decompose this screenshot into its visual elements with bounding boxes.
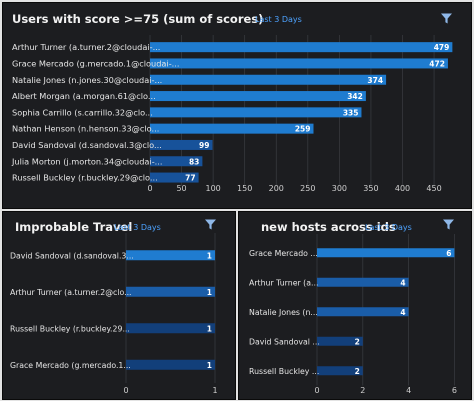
bar[interactable] [150,74,387,85]
data-label: 472 [429,59,445,68]
bar[interactable] [317,307,409,317]
category-label: Grace Mercado ... [249,249,318,258]
category-label: Albert Morgan (a.morgan.61@clo... [12,91,156,101]
x-tick-label: 4 [406,386,411,395]
x-tick-label: 0 [314,386,319,395]
bar[interactable] [150,107,362,118]
x-tick-label: 6 [452,386,457,395]
data-label: 1 [207,324,212,333]
data-label: 1 [207,361,212,370]
filter-icon[interactable] [204,216,217,235]
x-tick-label: 250 [300,184,315,193]
category-label: David Sandoval ... [249,337,320,346]
data-label: 99 [199,141,209,150]
panel-subtitle: Last 3 Days [255,15,302,24]
data-label: 335 [343,108,359,117]
bar[interactable] [317,277,409,287]
panel-users-score: Users with score >=75 (sum of scores) La… [2,2,472,209]
data-label: 4 [400,278,405,287]
bar[interactable] [126,250,215,261]
data-label: 1 [207,251,212,260]
category-label: Arthur Turner (a.turner.2@clo... [10,288,132,297]
panel-subtitle: Last 3 Days [114,223,161,232]
bar[interactable] [150,91,366,102]
category-label: Grace Mercado (g.mercado.1@cloudai-... [12,58,179,68]
bar[interactable] [150,123,314,134]
bar[interactable] [150,139,213,150]
x-tick-label: 0 [147,184,152,193]
bar[interactable] [150,58,448,69]
new-hosts-chart: 0 2 4 6 Grace Mercado ... 6 Arthur Turner (a..… [249,234,457,395]
x-tick-label: 300 [332,184,347,193]
data-label: 374 [367,76,383,85]
category-label: Julia Morton (j.morton.34@cloudai-... [11,156,163,166]
data-label: 2 [355,367,360,376]
bar[interactable] [150,172,199,183]
x-tick-label: 450 [426,184,441,193]
x-tick-label: 350 [363,184,378,193]
category-label: Russell Buckley ... [249,367,319,376]
category-label: David Sandoval (d.sandoval.3@clo... [12,140,162,150]
data-label: 83 [189,157,199,166]
category-label: David Sandoval (d.sandoval.3... [10,251,134,260]
data-label: 2 [355,337,360,346]
data-label: 77 [185,174,195,183]
panel-title: Improbable Travel [15,220,133,234]
category-label: Russell Buckley (r.buckley.29@clo... [12,173,158,183]
x-tick-label: 100 [205,184,220,193]
panel-subtitle: Last 3 Days [365,223,412,232]
filter-icon[interactable] [440,10,453,29]
panel-title: new hosts across ids [261,220,396,234]
x-tick-label: 0 [123,386,128,395]
x-tick-label: 50 [176,184,186,193]
improbable-travel-chart: 0 1 David Sandoval (d.sandoval.3... 1 Arthur… [10,233,218,395]
filter-icon[interactable] [442,216,455,235]
category-label: Natalie Jones (n.jones.30@cloudai-... [12,75,162,85]
data-label: 342 [347,92,363,101]
users-score-chart: 0 50 100 150 200 250 300 350 400 450 Arthur Turner… [11,35,453,193]
bar[interactable] [317,336,363,346]
category-label: Sophia Carrillo (s.carrillo.32@clo... [12,107,153,117]
category-label: Grace Mercado (g.mercado.1... [10,361,131,370]
x-tick-label: 150 [237,184,252,193]
x-tick-label: 200 [269,184,284,193]
bar[interactable] [150,42,453,53]
x-tick-label: 2 [360,386,365,395]
bar[interactable] [126,286,215,297]
category-label: Russell Buckley (r.buckley.29... [10,324,130,333]
category-label: Arthur Turner (a.turner.2@cloudai-... [12,42,160,52]
data-label: 4 [400,308,405,317]
bar[interactable] [126,323,215,334]
data-label: 1 [207,288,212,297]
bar[interactable] [150,156,203,167]
panel-new-hosts: new hosts across ids Last 3 Days 0 2 4 6 Gra… [238,211,472,400]
x-tick-label: 400 [395,184,410,193]
bar[interactable] [126,359,215,370]
bar[interactable] [317,248,455,258]
data-label: 479 [434,43,450,52]
x-tick-label: 1 [212,386,217,395]
category-label: Arthur Turner (a... [249,278,318,287]
data-label: 259 [295,125,311,134]
category-label: Nathan Henson (n.henson.33@clo... [12,124,159,134]
data-label: 6 [446,249,451,258]
category-label: Natalie Jones (n... [249,308,318,317]
panel-title: Users with score >=75 (sum of scores) [12,12,264,26]
panel-improbable-travel: Improbable Travel Last 3 Days 0 1 David Sa… [2,211,236,400]
bar[interactable] [317,366,363,376]
